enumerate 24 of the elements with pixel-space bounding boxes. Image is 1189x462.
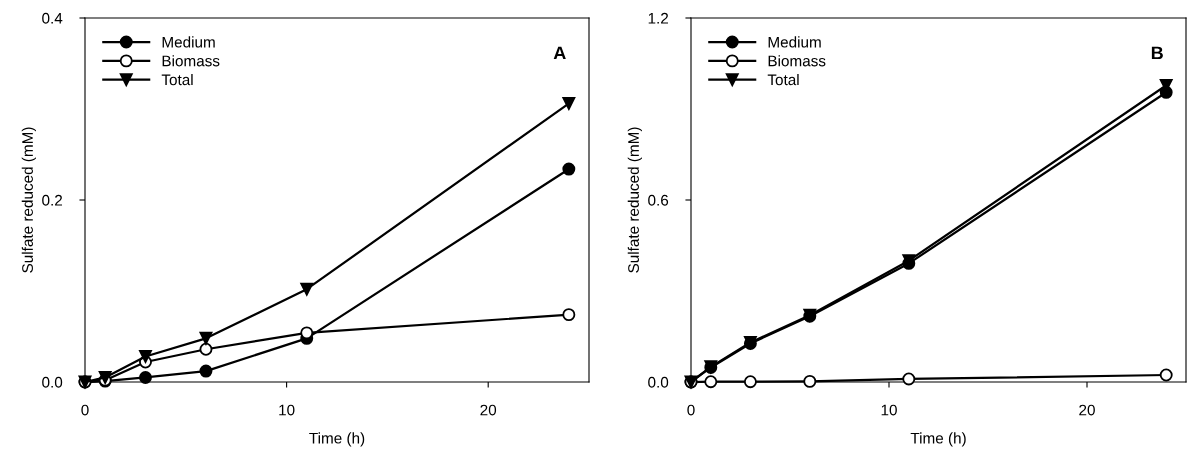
- x-axis-title: Time (h): [309, 432, 365, 447]
- x-tick-label: 0: [687, 404, 695, 416]
- x-tick-label: 10: [279, 404, 295, 416]
- annotation: B: [1151, 46, 1163, 60]
- y-axis-title: Sulfate reduced (mM): [627, 127, 642, 273]
- legend-label: Medium: [768, 36, 821, 48]
- y-tick-label: 0.6: [648, 194, 669, 206]
- x-tick-label: 20: [480, 404, 497, 416]
- legend-label: Biomass: [768, 55, 826, 67]
- x-tick-label: 10: [881, 404, 897, 416]
- y-tick-label: 1.2: [648, 12, 669, 24]
- annotation: A: [553, 46, 566, 60]
- legend-label: Biomass: [162, 55, 220, 67]
- legend-label: Total: [161, 73, 193, 86]
- y-tick-label: 0.4: [42, 12, 63, 24]
- x-axis-title: Time (h): [910, 432, 966, 447]
- x-tick-label: 0: [81, 404, 89, 416]
- y-tick-label: 0.0: [648, 376, 669, 388]
- y-tick-label: 0.2: [42, 194, 63, 206]
- legend-label: Medium: [162, 36, 215, 48]
- x-tick-label: 20: [1079, 404, 1095, 416]
- y-tick-label: 0.0: [42, 376, 63, 388]
- y-axis-title: Sulfate reduced (mM): [21, 127, 36, 273]
- legend-label: Total: [767, 73, 799, 86]
